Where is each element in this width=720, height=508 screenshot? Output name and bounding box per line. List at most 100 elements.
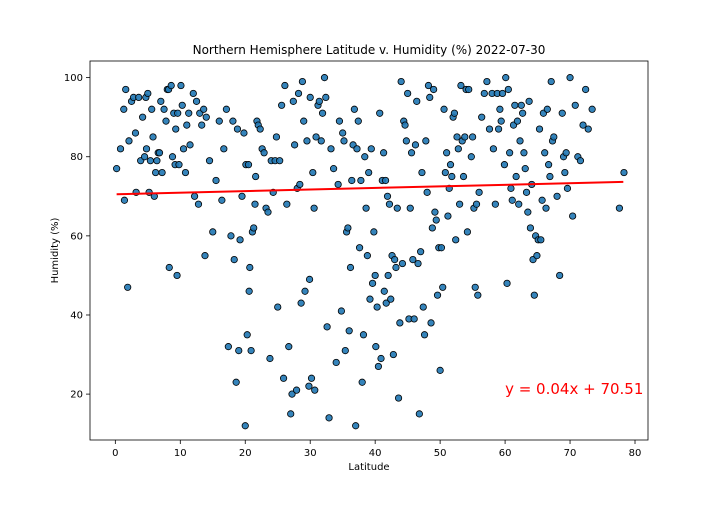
data-point — [354, 117, 362, 125]
data-point — [153, 157, 161, 165]
data-point — [454, 145, 462, 153]
data-point — [218, 196, 226, 204]
data-point — [174, 109, 182, 117]
data-point — [155, 149, 164, 157]
data-point — [363, 252, 371, 260]
data-point — [355, 244, 364, 252]
data-point — [471, 283, 479, 291]
data-point — [353, 145, 361, 153]
data-point — [497, 117, 505, 125]
data-point — [533, 252, 541, 260]
data-point — [260, 149, 268, 157]
data-point — [553, 192, 561, 200]
data-point — [371, 271, 379, 280]
data-point — [125, 137, 133, 145]
data-point — [422, 137, 430, 145]
data-point — [522, 188, 531, 196]
data-point — [312, 133, 320, 141]
data-point — [413, 97, 421, 105]
data-point — [244, 161, 253, 169]
data-point — [393, 204, 401, 212]
data-point — [437, 244, 446, 252]
data-point — [250, 224, 258, 232]
data-point — [327, 145, 335, 153]
data-point — [467, 153, 475, 161]
data-point — [427, 319, 435, 327]
y-tick-label: 60 — [70, 231, 83, 242]
data-point — [500, 161, 509, 169]
data-point — [232, 378, 240, 386]
data-point — [387, 295, 395, 303]
data-point — [291, 141, 299, 149]
data-point — [194, 200, 203, 208]
data-point — [227, 232, 235, 240]
data-point — [325, 414, 333, 422]
data-point — [240, 129, 248, 137]
data-point — [465, 85, 473, 94]
data-point — [251, 200, 259, 208]
data-point — [469, 133, 477, 141]
data-point — [334, 180, 342, 189]
data-point — [409, 255, 417, 264]
data-point — [139, 113, 147, 121]
regression-line-group — [116, 180, 624, 196]
data-point — [440, 105, 448, 113]
data-point — [563, 184, 572, 192]
data-point — [430, 85, 438, 94]
data-point — [337, 307, 345, 315]
data-point — [192, 97, 201, 105]
data-point — [322, 93, 330, 102]
data-point — [513, 117, 522, 125]
data-point — [472, 200, 481, 208]
data-point — [450, 109, 459, 117]
data-point — [558, 109, 566, 117]
data-point — [340, 137, 348, 145]
data-point — [494, 125, 503, 133]
data-point — [246, 263, 254, 272]
data-point — [365, 168, 373, 177]
data-point — [525, 97, 533, 105]
data-point — [508, 196, 516, 204]
data-point — [428, 224, 436, 232]
data-point — [463, 228, 472, 236]
data-point — [489, 145, 497, 153]
data-point — [245, 287, 253, 295]
data-point — [414, 259, 422, 268]
data-point — [222, 105, 231, 113]
data-point — [148, 105, 156, 113]
data-point — [236, 236, 244, 244]
data-point — [423, 188, 431, 196]
x-axis-ticks: 0 10 20 30 40 50 60 70 80 — [112, 440, 641, 459]
data-point — [276, 157, 284, 165]
data-point — [392, 263, 400, 272]
data-point — [417, 248, 425, 256]
data-point — [294, 89, 303, 98]
data-point — [144, 89, 152, 98]
data-point — [202, 113, 210, 121]
data-point — [120, 196, 129, 204]
data-point — [503, 279, 511, 287]
data-point — [178, 101, 186, 109]
data-point — [181, 168, 190, 177]
data-point — [452, 236, 460, 244]
data-point — [383, 192, 392, 200]
data-point — [370, 228, 378, 236]
data-point — [498, 89, 507, 98]
data-point — [382, 299, 390, 307]
data-point — [478, 113, 486, 121]
data-point — [281, 81, 289, 90]
data-point — [185, 109, 193, 117]
y-axis-label: Humidity (%) — [50, 217, 61, 283]
data-point — [406, 204, 414, 212]
data-point — [243, 331, 251, 339]
data-point — [339, 129, 347, 137]
data-point — [404, 89, 412, 98]
data-point — [287, 410, 295, 418]
data-point — [357, 176, 365, 185]
data-point — [545, 161, 553, 169]
data-point — [135, 93, 143, 102]
data-point — [122, 85, 130, 94]
data-point — [411, 141, 420, 149]
data-point — [433, 291, 442, 299]
x-tick-label: 60 — [499, 448, 512, 459]
